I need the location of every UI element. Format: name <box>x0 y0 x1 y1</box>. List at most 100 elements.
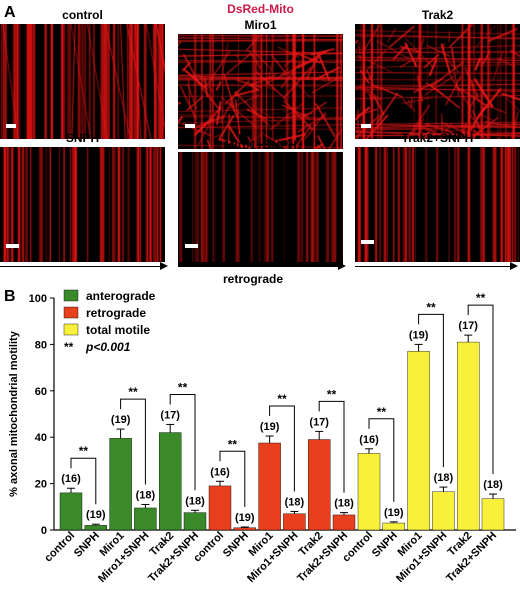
n-label: (16) <box>210 466 230 478</box>
bar <box>382 522 405 531</box>
n-label: (18) <box>185 495 205 507</box>
kymo-title-snph: SNPH <box>65 131 100 145</box>
scale-bar <box>6 244 19 248</box>
n-label: (17) <box>458 320 478 332</box>
n-label: (17) <box>309 416 329 428</box>
significance-bracket <box>368 418 395 502</box>
kymograph-canvas-trak2 <box>355 24 520 139</box>
panel-b-label: B <box>4 288 16 305</box>
time-axis-arrow <box>0 266 164 267</box>
n-label: (17) <box>160 409 180 421</box>
n-label: (19) <box>384 507 404 519</box>
y-tick-label: 80 <box>35 339 47 351</box>
y-tick-label: 60 <box>35 386 47 398</box>
bar <box>357 453 381 531</box>
scale-bar <box>361 124 371 128</box>
y-tick-label: 40 <box>35 432 47 444</box>
time-axis-arrow <box>178 266 342 267</box>
legend-swatch <box>63 289 79 302</box>
y-axis-label: % axonal mitochondrial motility <box>8 330 20 497</box>
n-label: (16) <box>359 434 379 446</box>
kymograph-canvas-miro1 <box>178 34 343 149</box>
y-tick-label: 20 <box>35 479 47 491</box>
legend-swatch <box>63 323 79 336</box>
kymograph-canvas-snph <box>0 147 165 262</box>
category-label: control <box>42 530 77 565</box>
bar <box>481 498 505 531</box>
scale-bar <box>361 240 374 244</box>
bar <box>432 491 455 531</box>
category-label: SNPH <box>370 530 400 560</box>
bar <box>208 485 232 531</box>
significance-bracket <box>467 304 494 475</box>
significance-label: ** <box>277 392 287 406</box>
arrowhead-icon <box>338 262 346 270</box>
significance-bracket <box>120 398 146 485</box>
significance-label: ** <box>79 444 89 458</box>
bar <box>457 341 480 531</box>
kymograph-canvas-trak2-snph <box>355 147 520 262</box>
bar <box>59 492 83 531</box>
bar <box>407 351 430 531</box>
significance-label: ** <box>426 300 436 314</box>
significance-label: ** <box>128 385 138 399</box>
legend-swatch <box>63 306 79 319</box>
significance-label: ** <box>327 387 337 401</box>
bar <box>258 442 281 531</box>
bar <box>158 432 182 531</box>
bar <box>233 527 257 531</box>
bar <box>283 513 306 531</box>
significance-label: ** <box>178 380 188 394</box>
kymograph-miro1-snph <box>178 152 343 267</box>
figure-header: DsRed-Mito <box>227 2 294 16</box>
significance-label: ** <box>476 291 486 305</box>
legend-significance-symbol: ** <box>64 340 74 354</box>
bar <box>308 439 331 531</box>
bar <box>109 438 132 531</box>
kymo-title-miro1-snph: Miro1+SNPH <box>224 138 297 152</box>
kymo-title-trak2-snph: Trak2+SNPH <box>401 131 474 145</box>
category-label: SNPH <box>72 530 102 560</box>
arrowhead-icon <box>510 262 518 270</box>
kymograph-trak2 <box>355 24 520 139</box>
n-label: (19) <box>260 421 280 433</box>
kymograph-miro1 <box>178 34 343 149</box>
significance-bracket <box>418 313 444 468</box>
n-label: (16) <box>61 473 81 485</box>
kymograph-trak2-snph <box>355 147 520 262</box>
kymograph-snph <box>0 147 165 262</box>
panel-a-label: A <box>4 4 16 21</box>
n-label: (18) <box>334 498 354 510</box>
kymograph-canvas-miro1-snph <box>178 152 343 262</box>
kymo-title-control: control <box>62 8 103 22</box>
category-label: SNPH <box>221 530 251 560</box>
kymo-title-trak2: Trak2 <box>421 8 454 22</box>
bar <box>332 514 356 531</box>
significance-bracket <box>269 405 295 492</box>
significance-bracket <box>219 450 246 507</box>
significance-bracket <box>318 400 345 493</box>
legend-significance-text: p<0.001 <box>85 340 131 354</box>
n-label: (19) <box>409 329 429 341</box>
bar <box>84 525 108 531</box>
significance-label: ** <box>228 437 238 451</box>
kymo-title-miro1: Miro1 <box>244 18 277 32</box>
scale-bar <box>185 124 195 128</box>
legend-label: anterograde <box>86 289 156 303</box>
bar <box>134 507 157 531</box>
y-tick-label: 100 <box>29 293 47 305</box>
retrograde-arrow <box>355 266 513 267</box>
kymograph-canvas-control <box>0 24 165 139</box>
retrograde-label: retrograde <box>223 272 284 286</box>
scale-bar <box>185 244 198 248</box>
arrowhead-icon <box>160 262 168 270</box>
n-label: (18) <box>434 472 454 484</box>
significance-label: ** <box>377 405 387 419</box>
legend-label: total motile <box>86 323 150 337</box>
n-label: (18) <box>483 479 503 491</box>
n-label: (18) <box>285 496 305 508</box>
n-label: (19) <box>86 509 106 521</box>
bar <box>183 512 207 531</box>
n-label: (18) <box>136 489 156 501</box>
n-label: (19) <box>235 512 255 524</box>
